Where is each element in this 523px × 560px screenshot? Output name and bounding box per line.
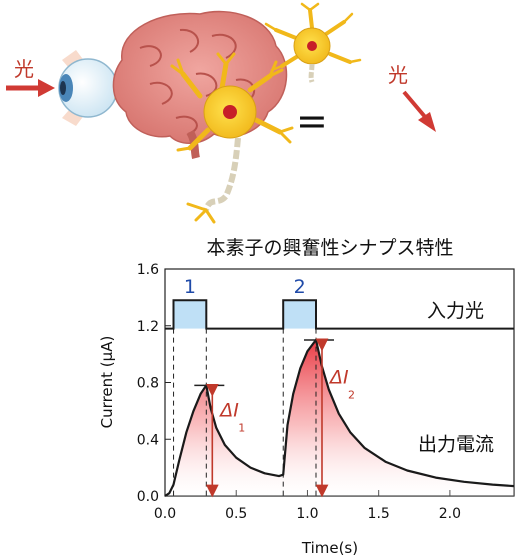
y-axis-label: Current (μA) xyxy=(98,336,116,429)
light-arrow-icon xyxy=(402,90,436,132)
neuron-icon xyxy=(264,2,362,83)
x-tick-label: 1.5 xyxy=(368,506,390,522)
chart-title: 本素子の興奮性シナプス特性 xyxy=(206,237,453,259)
neuron-icon xyxy=(170,52,294,224)
pulse-box xyxy=(173,300,207,329)
decay-area-layer xyxy=(165,339,514,496)
x-axis: 0.0 0.5 1.0 1.5 2.0 xyxy=(154,490,461,522)
output-current-line xyxy=(164,338,515,497)
y-axis: 0.0 0.4 0.8 1.2 1.6 xyxy=(137,262,171,505)
input-light-line xyxy=(165,299,514,330)
light-arrow-icon xyxy=(6,79,55,97)
current-area xyxy=(165,339,514,496)
light-label-left: 光 xyxy=(14,57,34,81)
y-tick-label: 1.6 xyxy=(137,262,159,278)
input-light-label: 入力光 xyxy=(427,300,484,322)
x-tick-label: 0.0 xyxy=(154,506,176,522)
y-tick-label: 1.2 xyxy=(137,319,159,335)
series-lines xyxy=(164,299,515,497)
delta-subscript: 2 xyxy=(348,389,355,402)
equals-sign: = xyxy=(296,99,328,143)
x-axis-label: Time(s) xyxy=(301,539,358,557)
synapse-chart: 本素子の興奮性シナプス特性 0.0 0.4 0.8 1.2 1.6 0.0 0.5 1.0 1… xyxy=(98,237,515,557)
y-tick-label: 0.8 xyxy=(137,376,159,392)
delta-label: ΔI xyxy=(218,399,239,421)
y-tick-label: 0.4 xyxy=(137,432,159,448)
pulse-box xyxy=(283,300,316,329)
illustration: 光 xyxy=(6,2,436,224)
x-tick-label: 1.0 xyxy=(296,506,318,522)
delta-subscript: 1 xyxy=(238,421,245,434)
pulse-number-label: 1 xyxy=(184,276,196,298)
y-tick-label: 0.0 xyxy=(137,489,159,505)
delta-label: ΔI xyxy=(328,367,349,389)
x-tick-label: 2.0 xyxy=(439,506,461,522)
x-tick-label: 0.5 xyxy=(225,506,247,522)
pulse-number-label: 2 xyxy=(294,276,306,298)
output-current-label: 出力電流 xyxy=(418,434,494,456)
light-label-right: 光 xyxy=(388,63,408,87)
